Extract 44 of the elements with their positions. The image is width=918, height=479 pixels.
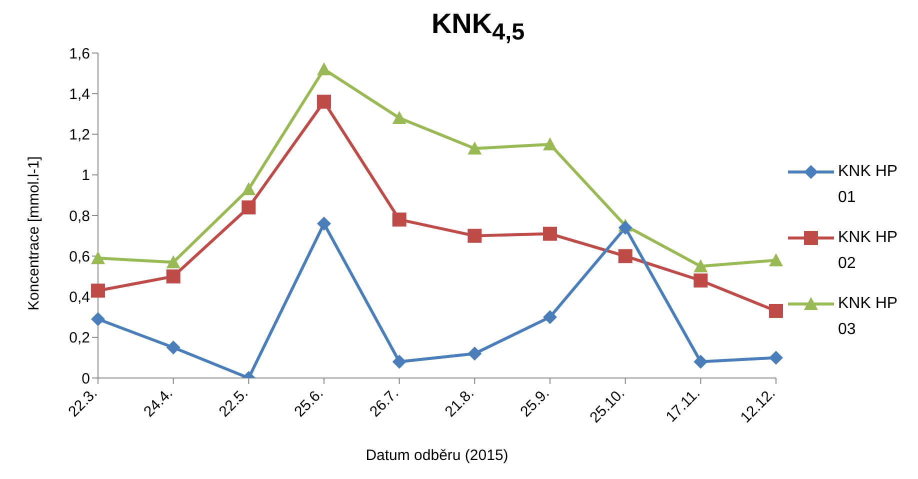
y-tick-label: 0: [82, 370, 90, 388]
y-tick-label: 1: [82, 167, 90, 184]
point: [166, 340, 180, 355]
chart-title: KNK$_{4,5}$: [430, 8, 526, 47]
y-tick-label: 1,2: [69, 126, 90, 144]
point: [618, 220, 632, 235]
point: [769, 253, 783, 266]
point: [769, 350, 783, 365]
point: [468, 228, 482, 243]
point: [468, 141, 482, 154]
point: [694, 354, 708, 369]
y-tick-label: 0,6: [69, 248, 90, 266]
point: [91, 312, 105, 326]
point: [91, 284, 105, 298]
legend-label: KNK HP 03: [838, 294, 898, 340]
point: [769, 304, 783, 318]
y-tick-label: 0,2: [69, 330, 90, 347]
y-tick-label: 1,6: [69, 45, 90, 62]
y-tick-label: 1,4: [69, 86, 90, 103]
y-tick-label: 0,4: [69, 289, 90, 306]
point: [392, 354, 406, 369]
point: [618, 249, 632, 264]
x-tick-label: 25.9.: [517, 384, 553, 420]
point: [543, 310, 557, 324]
point: [392, 111, 406, 124]
x-axis-title: Datum odběru (2015): [366, 447, 508, 464]
point: [166, 269, 180, 284]
point: [166, 255, 180, 268]
point: [694, 274, 708, 288]
legend-label: KNK HP 02: [838, 228, 898, 274]
point: [242, 182, 256, 196]
point: [317, 216, 331, 231]
point: [392, 212, 406, 227]
point: [694, 259, 708, 272]
point: [468, 346, 482, 361]
y-tick-label: 0,8: [69, 208, 90, 225]
point: [317, 62, 331, 76]
point: [543, 226, 557, 241]
y-axis-title: Koncentrace [mmol.l-1]: [25, 156, 42, 310]
legend-label: KNK HP 01: [838, 162, 898, 208]
point: [317, 94, 331, 109]
point: [242, 200, 256, 214]
point: [91, 251, 105, 264]
point: [543, 137, 557, 150]
